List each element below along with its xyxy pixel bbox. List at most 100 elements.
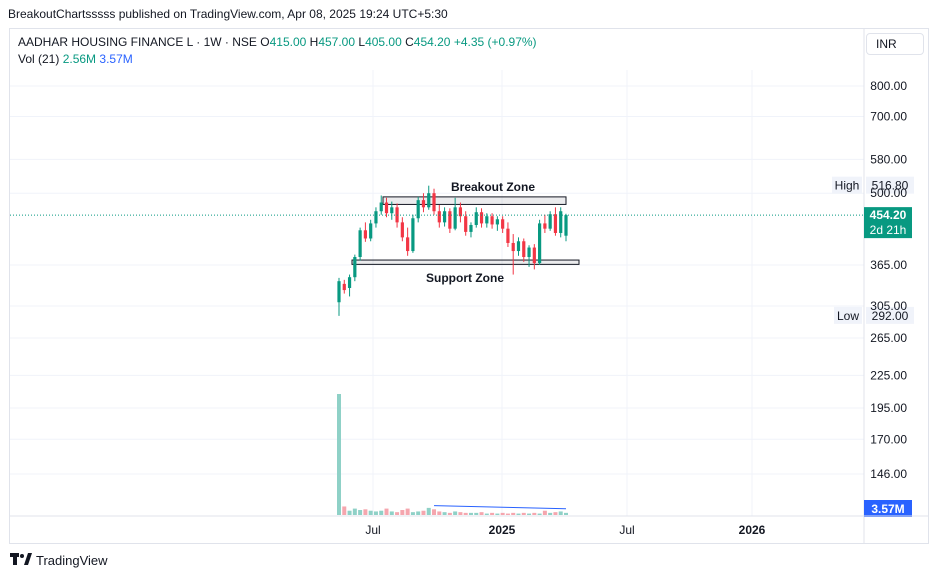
candle-body [353, 257, 357, 278]
price-axis[interactable]: 800.00 700.00 580.00 500.00 365.00 305.00 265.… [863, 29, 912, 543]
volume-bar [432, 509, 437, 515]
price-tick-label: 500.00 [870, 186, 907, 200]
volume-bar [368, 510, 373, 515]
candle-body [543, 223, 547, 229]
volume-bar [521, 512, 526, 515]
volume-bar [527, 513, 532, 515]
volume-bar [500, 512, 505, 515]
volume-bar [532, 512, 537, 515]
candle-body [421, 200, 426, 208]
candle-body [490, 216, 494, 225]
price-tick-label: 700.00 [870, 109, 907, 123]
volume-bar [384, 508, 389, 515]
volume-bar [479, 512, 484, 515]
volume-value-2: 3.57M [99, 52, 133, 66]
price-tick-label: 365.00 [870, 258, 907, 272]
candle-body [411, 218, 415, 252]
high-value-label: 516.80 [872, 179, 909, 193]
volume-bar [405, 508, 410, 515]
volume-bar [416, 511, 421, 515]
candle-body [548, 214, 552, 229]
volume-bar [453, 511, 458, 515]
candle-body [538, 223, 542, 264]
price-tick-label: 170.00 [870, 432, 907, 446]
volume-bar [358, 510, 363, 515]
candle-body [564, 215, 568, 236]
volume-bar [437, 511, 442, 515]
volume-bar [468, 512, 473, 515]
volume-bar [337, 394, 341, 515]
candle-body [474, 212, 478, 225]
volume-bar [373, 511, 378, 515]
price-tick-label: 580.00 [870, 152, 907, 166]
high-tag-label: High [835, 179, 860, 193]
volume-bar [484, 513, 489, 515]
last-volume-label: 3.57M [871, 502, 904, 516]
low-label: L [358, 35, 366, 49]
volume-bar [400, 510, 405, 515]
candle-body [400, 222, 404, 238]
volume-ma-line [434, 505, 567, 510]
candle-body [485, 216, 489, 224]
candle-body [532, 247, 536, 264]
volume-bar [458, 512, 463, 515]
candle-body [516, 241, 521, 252]
footer: TradingView [10, 553, 108, 568]
low-value: 405.00 [365, 35, 402, 49]
candle-body [479, 212, 484, 224]
volume-bar [389, 511, 394, 515]
volume-label[interactable]: Vol (21) [18, 52, 60, 66]
volume-value-1: 2.56M [62, 52, 97, 66]
zone-boxes [351, 196, 580, 265]
high-value-bg [866, 176, 914, 194]
price-tick-label: 265.00 [870, 331, 907, 345]
volume-bar [442, 512, 447, 515]
volume-bar [537, 513, 542, 515]
volume-bar [463, 512, 468, 515]
candle-body [416, 200, 420, 219]
time-tick-label: Jul [619, 523, 634, 537]
breakout-zone-box [382, 196, 567, 205]
time-axis[interactable]: Jul 2025 Jul 2026 [10, 515, 928, 537]
chart-frame [9, 28, 929, 544]
candle-body [390, 207, 394, 214]
candle-body [374, 211, 378, 224]
price-tick-label: 225.00 [870, 368, 907, 382]
candle-body [442, 211, 447, 223]
candle-body [384, 202, 389, 214]
volume-bar [553, 512, 558, 515]
volume-bar [352, 508, 357, 515]
high-label: H [309, 35, 319, 49]
candle-body [469, 224, 473, 232]
candle-body [342, 283, 346, 291]
volume-bar [426, 507, 431, 515]
grid-lines [10, 70, 864, 516]
last-price-label: 454.20 [870, 208, 907, 222]
volume-bar [516, 513, 521, 515]
volume-bar [511, 512, 516, 515]
low-tag-label: Low [837, 309, 859, 323]
candle-body [358, 230, 362, 258]
volume-bars [337, 394, 568, 515]
countdown-label: 2d 21h [870, 223, 907, 237]
currency-button[interactable]: INR [866, 33, 924, 55]
volume-bar [347, 510, 352, 515]
candle-body [559, 211, 563, 233]
volume-bar [379, 510, 384, 515]
candles [337, 185, 568, 316]
volume-bar [542, 510, 547, 515]
candle-body [379, 202, 383, 212]
candle-body [553, 214, 558, 233]
low-value-label: 292.00 [872, 309, 909, 323]
candle-body [511, 242, 515, 252]
price-tick-label: 305.00 [870, 299, 907, 313]
breakout-zone-label: Breakout Zone [451, 180, 535, 194]
symbol-legend: AADHAR HOUSING FINANCE L · 1W · NSE O415… [18, 35, 537, 49]
candle-body [337, 281, 341, 303]
time-tick-label: 2025 [489, 523, 516, 537]
open-value: 415.00 [269, 35, 307, 49]
symbol-title[interactable]: AADHAR HOUSING FINANCE L · 1W · NSE [18, 35, 257, 49]
candle-body [453, 207, 457, 229]
open-label: O [260, 35, 270, 49]
